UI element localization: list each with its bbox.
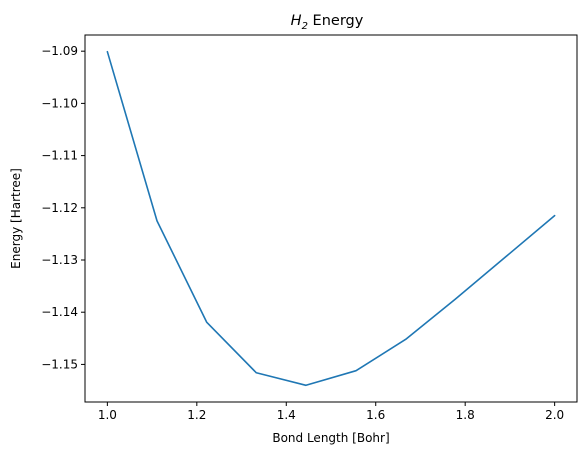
x-tick-label: 1.8 <box>456 408 475 422</box>
chart-title-base: H <box>291 13 302 29</box>
y-tick-label: −1.15 <box>41 357 78 371</box>
y-tick-label: −1.11 <box>41 149 78 163</box>
y-tick-label: −1.09 <box>41 44 78 58</box>
y-axis-label: Energy [Hartree] <box>9 168 23 269</box>
y-tick-label: −1.12 <box>41 201 78 215</box>
chart-title-suffix: Energy <box>308 13 364 29</box>
chart-title: H2 Energy <box>291 13 364 32</box>
chart-title-subscript: 2 <box>302 21 308 32</box>
y-tick-label: −1.10 <box>41 96 78 110</box>
series-line <box>106 50 556 387</box>
x-tick-label: 2.0 <box>545 408 564 422</box>
x-tick-label: 1.6 <box>366 408 385 422</box>
x-tick-label: 1.0 <box>98 408 117 422</box>
series-layer <box>106 50 556 387</box>
x-tick-label: 1.2 <box>187 408 206 422</box>
y-tick-label: −1.14 <box>41 305 78 319</box>
x-axis-ticks: 1.0 1.2 1.4 1.6 1.8 2.0 <box>98 402 564 422</box>
x-tick-label: 1.4 <box>277 408 296 422</box>
plot-area-frame <box>84 34 578 403</box>
y-axis-ticks: −1.15 −1.14 −1.13 −1.12 −1.11 −1.10 −1.09 <box>41 44 85 371</box>
x-axis-label: Bond Length [Bohr] <box>272 431 389 445</box>
y-tick-label: −1.13 <box>41 253 78 267</box>
